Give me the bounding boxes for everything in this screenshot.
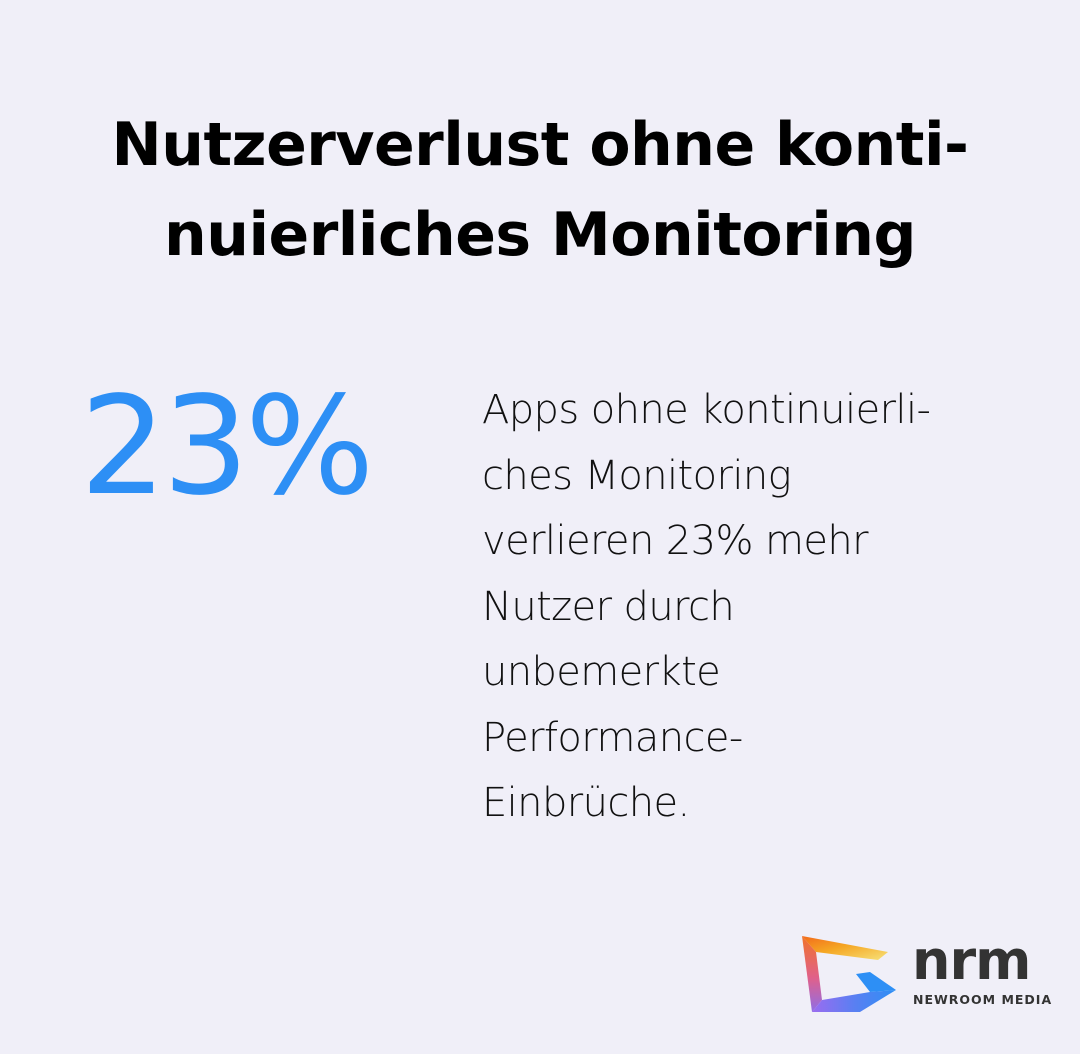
description-line: unbemerkte xyxy=(482,649,721,695)
page-title: Nutzerverlust ohne konti- nuierliches Mo… xyxy=(0,100,1080,280)
title-line-1: Nutzerverlust ohne konti- xyxy=(111,110,969,180)
description-line: Nutzer durch xyxy=(482,583,735,630)
description-line: Performance- xyxy=(482,714,743,761)
description-line: Apps ohne kontinuierli- xyxy=(482,387,931,433)
description-line: ches Monitoring xyxy=(482,452,792,499)
description-line: Einbrüche. xyxy=(482,780,690,826)
stat-value: 23% xyxy=(80,368,374,526)
nrm-logo-mark-icon xyxy=(802,936,896,1012)
logo-wordmark: nrm xyxy=(912,929,1031,992)
stat-description: Apps ohne kontinuierli- ches Monitoring … xyxy=(482,378,931,837)
logo-subtitle: NEWROOM MEDIA xyxy=(913,992,1053,1007)
title-line-2: nuierliches Monitoring xyxy=(164,200,916,270)
description-line: verlieren 23% mehr xyxy=(482,518,869,564)
brand-logo: nrm NEWROOM MEDIA xyxy=(800,929,1053,1020)
